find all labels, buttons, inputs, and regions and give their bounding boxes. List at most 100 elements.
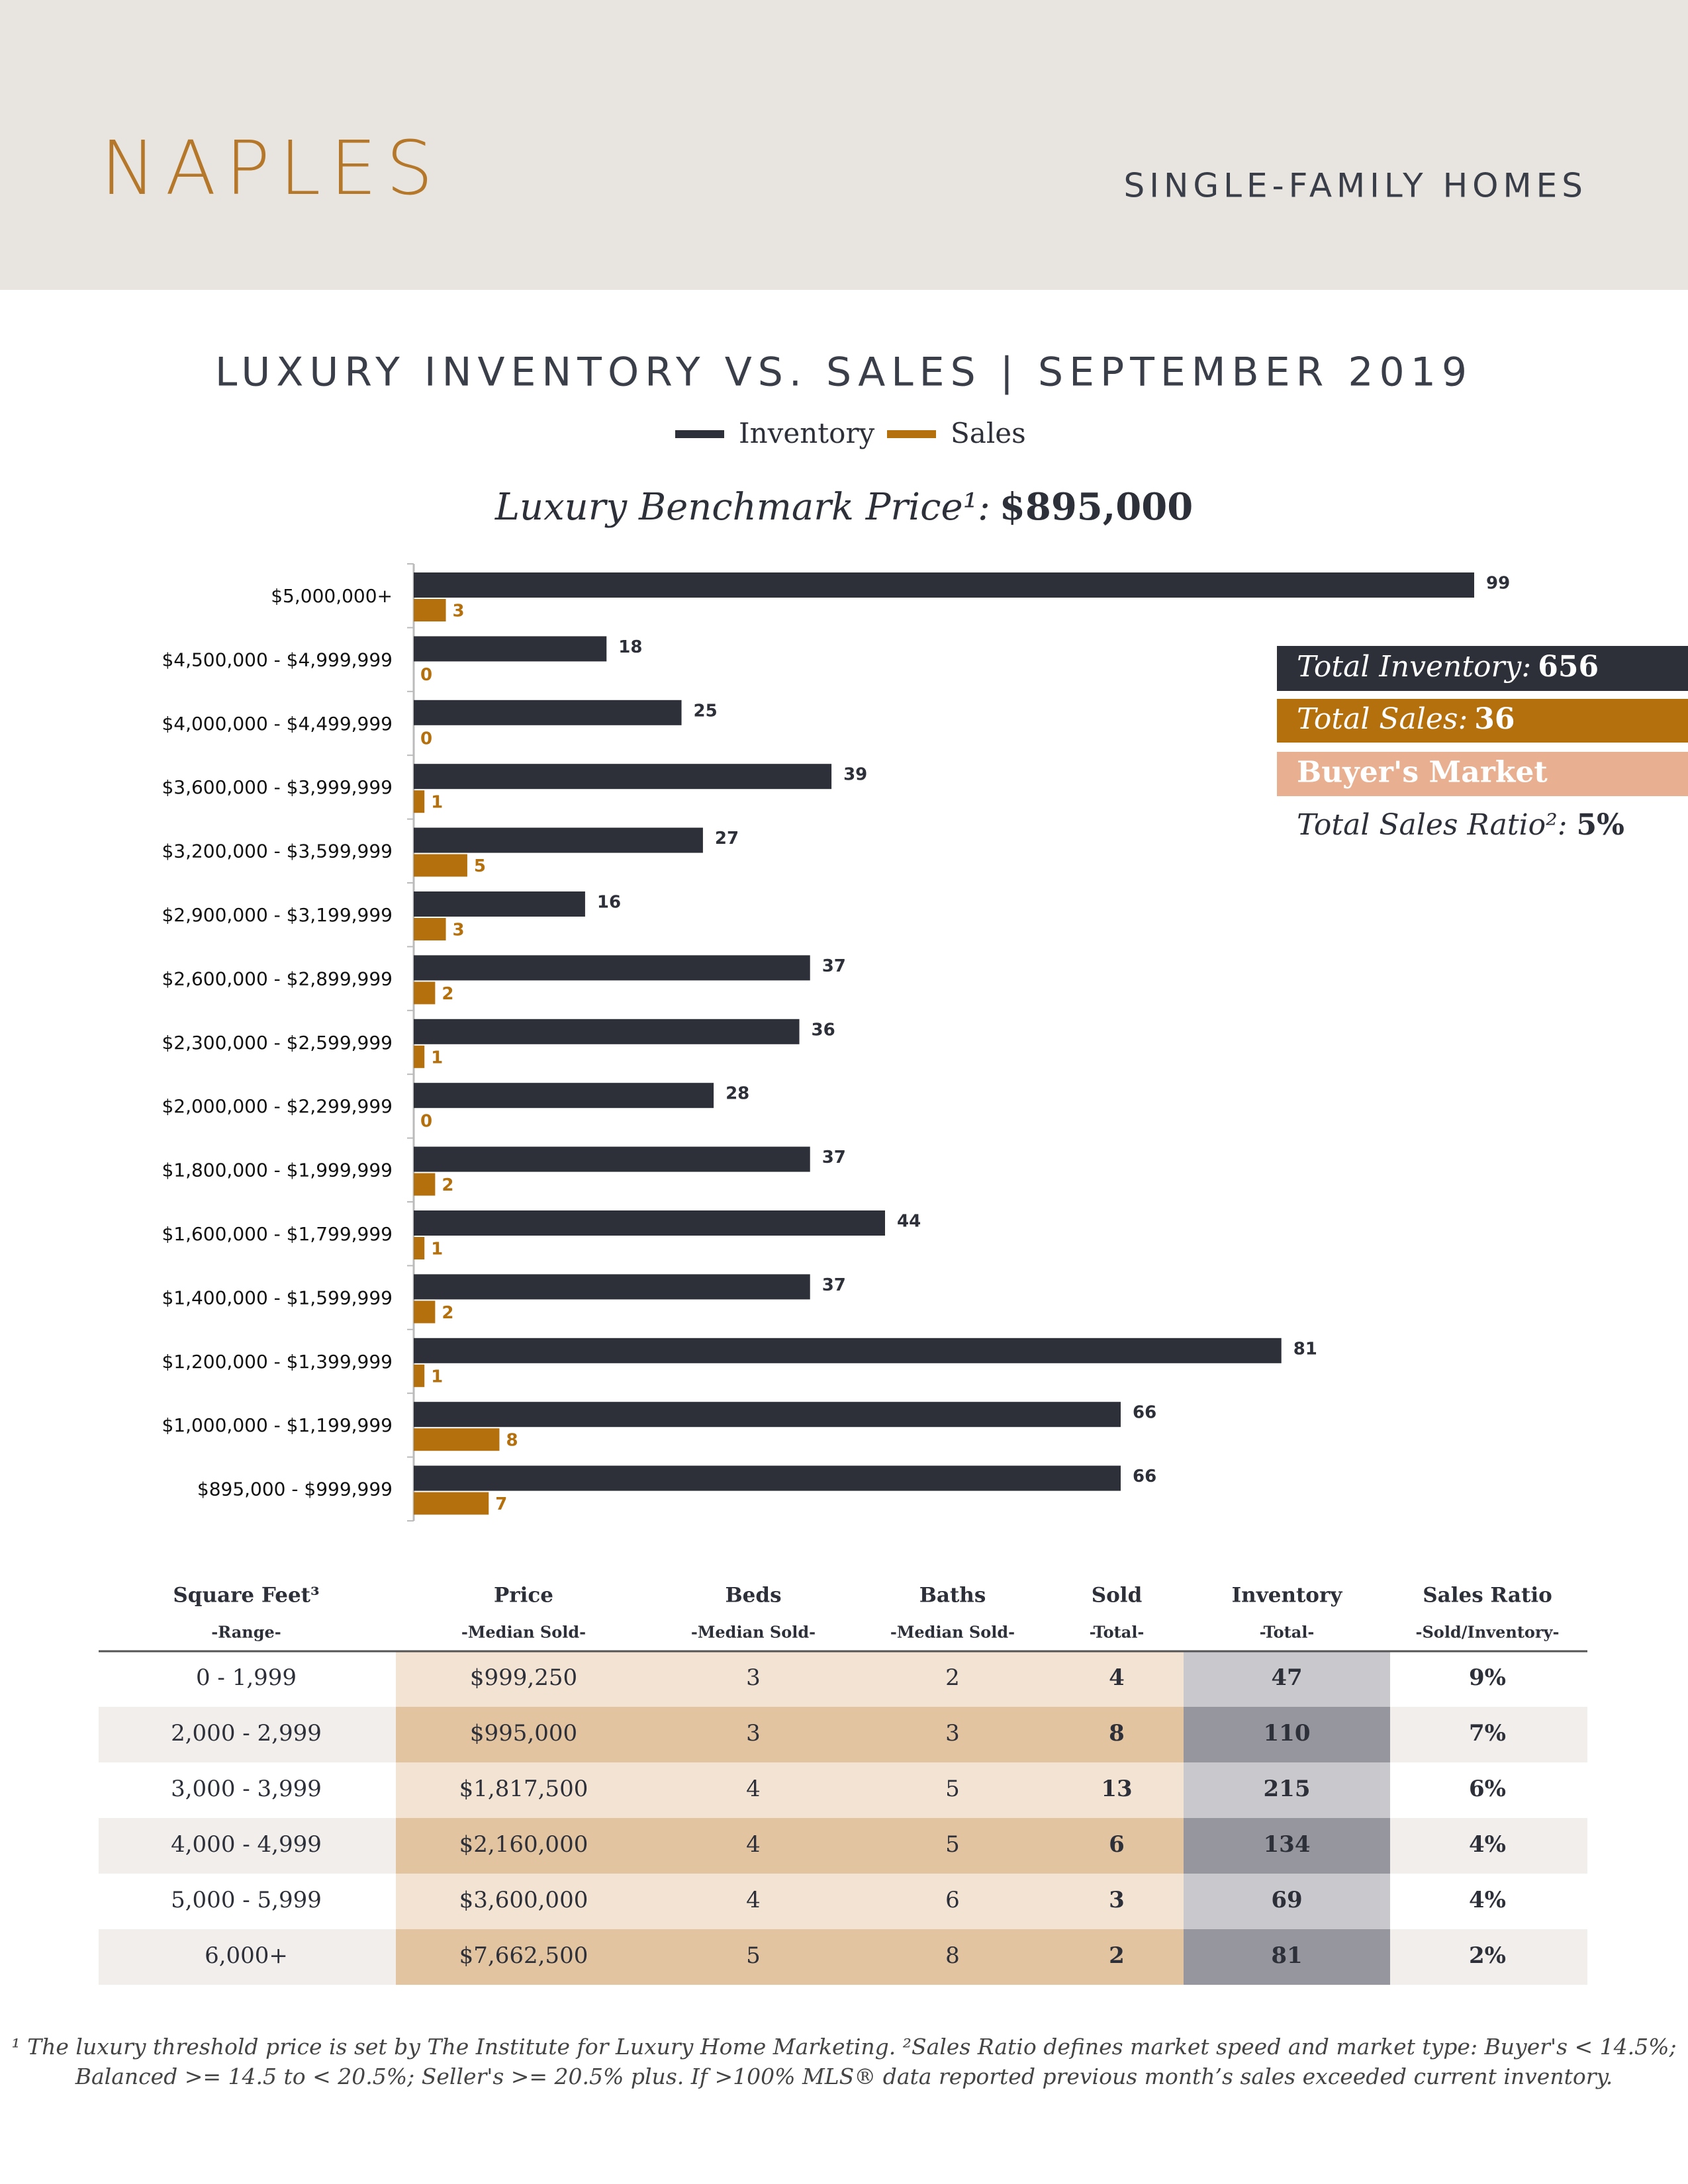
table-cell: 2% [1469,1942,1506,1969]
table-cell: 5,000 - 5,999 [171,1887,322,1913]
table-cell: 5 [746,1942,761,1969]
column-header: Sold [1092,1584,1143,1608]
bar [414,599,446,621]
data-label: 81 [1293,1339,1317,1359]
table-cell: 5 [945,1776,960,1802]
data-label: 99 [1486,574,1510,594]
value: 5% [1577,808,1624,842]
inventory-cell-background [1184,1707,1390,1762]
bar [414,1146,810,1172]
data-label: 16 [597,893,621,913]
category-label: $5,000,000+ [271,585,393,607]
city-title: NAPLES [101,126,442,212]
table-cell: $7,662,500 [459,1942,588,1969]
price-cell-background [396,1929,1184,1985]
label: Total Sales: [1297,702,1468,736]
data-label: 1 [431,793,443,813]
total-sales: Total Sales: 36 [1297,702,1515,736]
price-cell-background [396,1818,1184,1874]
category-label: $1,600,000 - $1,799,999 [162,1223,393,1245]
table-cell: 3 [1109,1887,1125,1913]
table-cell: 4 [746,1831,761,1858]
data-label: 36 [812,1020,835,1040]
data-label: 44 [897,1212,921,1232]
table-cell: $3,600,000 [459,1887,588,1913]
table-cell: 9% [1469,1664,1506,1691]
column-subheader: -Sold/Inventory- [1416,1623,1560,1642]
category-label: $2,900,000 - $3,199,999 [162,904,393,926]
bar [414,1274,810,1300]
price-cell-background [396,1874,1184,1929]
bar [414,918,446,940]
price-cell-background [396,1651,1184,1707]
data-label: 0 [420,1112,432,1132]
price-cell-background [396,1707,1184,1762]
benchmark: Luxury Benchmark Price¹: $895,000 [494,485,1193,529]
data-label: 25 [694,701,718,721]
bar [414,1019,800,1044]
inventory-cell-background [1184,1874,1390,1929]
legend-label: Inventory [739,417,875,449]
column-subheader: -Total- [1090,1623,1145,1642]
bar [414,827,703,853]
category-label: $2,600,000 - $2,899,999 [162,968,393,989]
table-cell: 13 [1101,1776,1132,1802]
bar [414,981,436,1005]
inventory-cell-background [1184,1818,1390,1874]
category-label: $1,400,000 - $1,599,999 [162,1287,393,1308]
table-cell: 5 [945,1831,960,1858]
bar [414,764,832,790]
data-label: 37 [822,1275,846,1295]
table-cell: 0 - 1,999 [196,1664,297,1691]
data-label: 37 [822,1148,846,1167]
category-label: $2,300,000 - $2,599,999 [162,1032,393,1054]
table-cell: 6% [1469,1776,1506,1802]
bar [414,1428,500,1451]
table-cell: 3,000 - 3,999 [171,1776,322,1802]
table-cell: 2 [1109,1942,1125,1969]
legend-swatch [675,430,724,438]
legend-label: Sales [951,417,1026,449]
category-label: $1,200,000 - $1,399,999 [162,1351,393,1373]
column-subheader: -Range- [211,1623,281,1642]
category-label: $2,000,000 - $2,299,999 [162,1095,393,1117]
legend-swatch [887,430,936,438]
data-label: 1 [431,1367,443,1387]
inventory-cell-background [1184,1651,1390,1707]
table-cell: 6 [945,1887,960,1913]
inventory-cell-background [1184,1929,1390,1985]
table-cell: 4 [746,1887,761,1913]
sales-box [1277,699,1688,743]
table-cell: $995,000 [470,1720,577,1747]
total-sales-ratio: Total Sales Ratio²: 5% [1297,808,1624,842]
data-label: 66 [1133,1403,1156,1423]
data-label: 2 [442,1175,453,1195]
market-box [1277,752,1688,796]
data-label: 0 [420,665,432,685]
bar [414,955,810,981]
table-cell: 8 [1109,1720,1125,1747]
bar [414,1083,714,1109]
column-header: Square Feet³ [173,1584,319,1608]
column-subheader: -Total- [1260,1623,1315,1642]
header-band [0,0,1688,290]
data-label: 39 [843,765,867,785]
bar [414,854,467,877]
category-label: $4,000,000 - $4,499,999 [162,713,393,735]
footnote-line: ¹ The luxury threshold price is set by T… [11,2034,1676,2060]
value: 656 [1538,650,1599,684]
bar [414,790,425,813]
total-inventory: Total Inventory: 656 [1297,650,1599,684]
table-cell: 47 [1271,1664,1302,1691]
table-cell: 69 [1271,1887,1302,1913]
table-cell: 2,000 - 2,999 [171,1720,322,1747]
column-subheader: -Median Sold- [691,1623,816,1642]
benchmark-label: Luxury Benchmark Price¹: [494,486,990,529]
category-label: $3,200,000 - $3,599,999 [162,841,393,862]
bar [414,1364,425,1387]
label: Total Sales Ratio²: [1297,808,1568,842]
price-cell-background [396,1762,1184,1818]
table-cell: 3 [945,1720,960,1747]
